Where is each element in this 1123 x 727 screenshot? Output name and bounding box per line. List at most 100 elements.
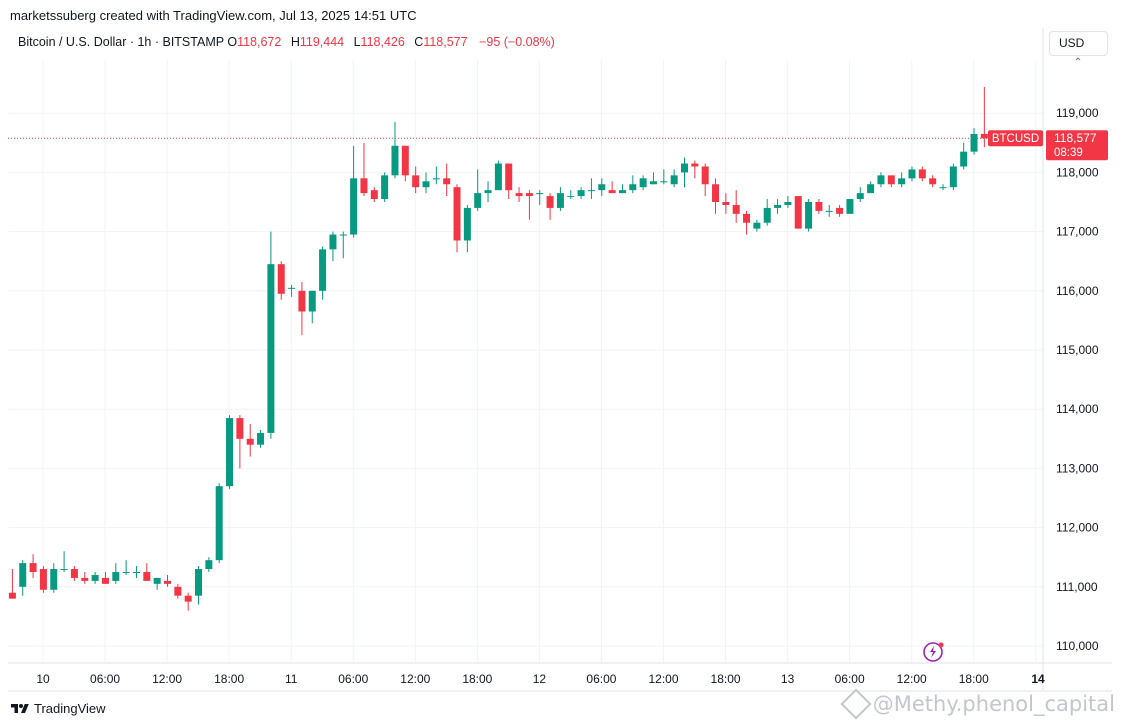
change-value: −95 (−0.08%) [479,35,555,49]
x-tick-label: 12:00 [152,672,182,686]
candle [877,172,885,188]
candle [236,415,244,469]
candle-body [422,181,430,188]
candle [836,204,844,217]
candle [484,181,492,202]
candle-body [929,178,937,185]
candle [463,204,471,253]
candle-body [732,204,740,214]
candle-body [164,580,171,584]
candle-body [443,178,451,185]
high-label: H [290,35,300,49]
candle-body [288,287,296,289]
candle [257,429,265,448]
candle-body [774,204,782,208]
candle-body [805,202,813,229]
candle [443,163,451,197]
watermark: @Methy.phenol_capital [840,688,1115,720]
candle-body [29,563,37,572]
price-tag-value: 118,577 [1054,131,1097,145]
candle [712,178,720,214]
candle [805,199,813,232]
low-label: L [353,35,361,49]
watermark-text: @Methy.phenol_capital [872,692,1115,716]
candle-body [546,196,554,208]
candle-body [587,190,595,192]
candle-body [101,577,109,584]
candle-body [122,572,130,573]
candle [195,566,203,605]
candle-body [70,569,78,578]
candle-body [794,196,802,229]
close-value: 118,577 [423,35,468,49]
candle [784,196,792,208]
candle [19,560,27,596]
candle [701,163,709,197]
currency-button[interactable]: USD [1049,31,1108,56]
candle-body [329,234,337,250]
candle-body [639,178,647,188]
candle-body [867,184,875,194]
candle-body [484,190,492,194]
candle-body [980,133,988,139]
candle-body [8,592,16,599]
candle-body [360,178,368,194]
x-tick-label: 12:00 [648,672,678,686]
candle [691,160,699,179]
candle [91,572,99,584]
candle [174,583,182,599]
x-tick-label: 06:00 [835,672,865,686]
candle [132,566,140,578]
candle [350,145,358,238]
candle [422,172,430,194]
candle-body [257,432,265,445]
candle [319,246,327,300]
lightning-icon [923,642,943,662]
candle-body [381,175,389,200]
candle-body [195,569,203,596]
x-tick-label: 14 [1031,672,1045,686]
candle-body [660,181,668,183]
close-label: C [414,35,424,49]
candle [856,187,864,202]
x-tick-label: 12 [533,672,547,686]
y-tick-label: 112,000 [1056,521,1099,535]
candle-body [712,184,720,202]
candle [598,178,606,197]
high-value: 119,444 [299,35,345,49]
candle-body [184,595,192,602]
candle [288,284,296,297]
candle [474,169,482,211]
candle [929,175,937,188]
candle [277,261,285,300]
candle [60,551,68,572]
candle [639,175,647,191]
candle [515,187,523,202]
candle [774,199,782,214]
candle [39,566,47,593]
candle [618,184,626,194]
candle [101,572,109,584]
candle [70,566,78,581]
candle-body [319,249,327,291]
candle-body [629,184,637,191]
candle [8,569,16,599]
candle-body [60,569,68,571]
candle [505,163,513,200]
candle [980,86,988,148]
footer-brand: TradingView [10,701,106,716]
candle [453,184,461,253]
candle-body [236,418,244,439]
candle [536,190,544,205]
candle [918,166,926,182]
y-tick-label: 114,000 [1056,402,1099,416]
candle-body [215,486,223,561]
candle [360,142,368,197]
candle-body [836,207,844,214]
candle [815,199,823,214]
candle-body [598,184,606,191]
x-tick-label: 12:00 [897,672,927,686]
x-tick-label: 13 [781,672,795,686]
x-tick-label: 18:00 [959,672,989,686]
